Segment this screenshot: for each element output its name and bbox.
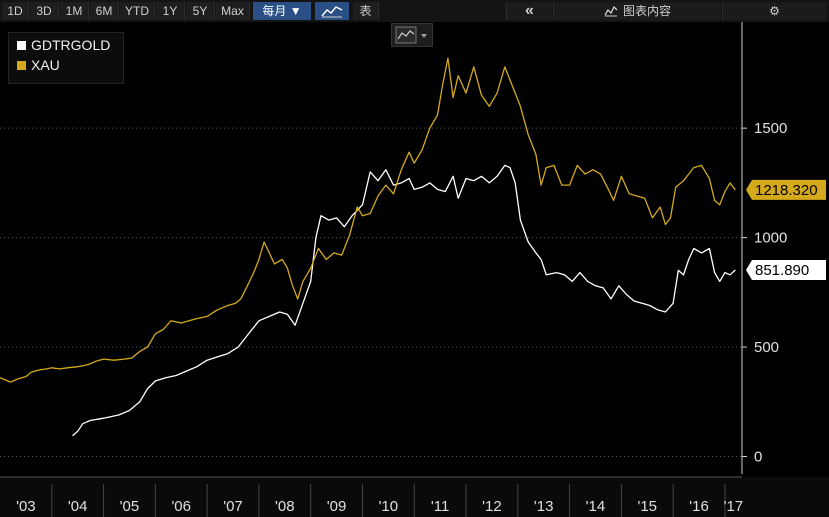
x-tick-label: '03 xyxy=(16,498,36,515)
legend-swatch-gdtrgold xyxy=(17,41,26,50)
y-tick-label: 1000 xyxy=(754,230,787,247)
chart-type-selector[interactable] xyxy=(391,23,433,47)
series-line-xau xyxy=(0,57,736,383)
legend: GDTRGOLD XAU xyxy=(8,32,124,84)
period-5y-button[interactable]: 5Y xyxy=(186,2,215,20)
chevron-down-icon xyxy=(421,34,427,38)
x-tick-label: '10 xyxy=(379,498,399,515)
x-tick-label: '12 xyxy=(482,498,502,515)
x-tick-label: '09 xyxy=(327,498,347,515)
y-tick-label: 1500 xyxy=(754,120,787,137)
period-1m-button[interactable]: 1M xyxy=(60,2,89,20)
series-line-gdtrgold xyxy=(72,164,736,437)
legend-swatch-xau xyxy=(17,61,26,70)
collapse-panel-button[interactable]: « xyxy=(506,2,552,20)
chart-content-label: 图表内容 xyxy=(622,4,671,18)
y-tick-label: 500 xyxy=(754,339,779,356)
period-max-button[interactable]: Max xyxy=(216,2,250,20)
last-value-label-xau: 1218.320 xyxy=(755,182,818,199)
last-value-labels: 851.890 1218.320 xyxy=(746,179,826,280)
period-1d-button[interactable]: 1D xyxy=(2,2,29,20)
legend-item-xau[interactable]: XAU xyxy=(17,56,60,74)
last-value-tag-gdtrgold xyxy=(746,259,826,280)
period-3d-button[interactable]: 3D xyxy=(30,2,59,20)
price-chart: 0 500 1000 1500 '03 '04 '05 '06 '07 '08 '09 '10 '11… xyxy=(0,22,829,517)
chart-type-icon xyxy=(395,26,427,44)
x-tick-label: '04 xyxy=(68,498,88,515)
y-tick-label: 0 xyxy=(754,448,762,465)
frequency-dropdown[interactable]: 每月 ▼ xyxy=(253,2,311,20)
settings-button[interactable]: ⚙ xyxy=(722,2,826,20)
x-tick-label: '06 xyxy=(171,498,191,515)
legend-label-gdtrgold: GDTRGOLD xyxy=(31,37,111,53)
x-tick-label: '08 xyxy=(275,498,295,515)
grid-lines xyxy=(0,127,742,457)
x-tick-label: '16 xyxy=(689,498,709,515)
x-tick-label: '14 xyxy=(586,498,606,515)
x-tick-label: '13 xyxy=(534,498,554,515)
chart-content-button[interactable]: 图表内容 xyxy=(553,2,721,20)
series-layer xyxy=(0,57,736,437)
last-value-label-gdtrgold: 851.890 xyxy=(755,262,809,279)
toolbar: 1D 3D 1M 6M YTD 1Y 5Y Max 每月 ▼ 表 « 图表内容 … xyxy=(0,0,829,22)
x-tick-label: '05 xyxy=(120,498,140,515)
gear-icon: ⚙ xyxy=(769,4,780,18)
line-chart-icon xyxy=(321,6,343,18)
legend-item-gdtrgold[interactable]: GDTRGOLD xyxy=(17,36,110,54)
x-tick-label: '15 xyxy=(637,498,657,515)
legend-label-xau: XAU xyxy=(31,57,60,73)
x-axis: '03 '04 '05 '06 '07 '08 '09 '10 '11 '12 '13 '14 '15 '… xyxy=(0,476,829,517)
x-tick-label: '11 xyxy=(431,498,449,515)
chart-content-icon xyxy=(604,4,618,22)
y-axis: 0 500 1000 1500 xyxy=(741,22,787,474)
period-6m-button[interactable]: 6M xyxy=(90,2,119,20)
line-chart-toggle[interactable] xyxy=(315,2,349,20)
table-button[interactable]: 表 xyxy=(353,2,379,20)
x-tick-label: '17 xyxy=(724,498,744,515)
last-value-tag-xau xyxy=(746,179,826,200)
period-1y-button[interactable]: 1Y xyxy=(156,2,185,20)
period-ytd-button[interactable]: YTD xyxy=(120,2,155,20)
x-tick-label: '07 xyxy=(223,498,243,515)
